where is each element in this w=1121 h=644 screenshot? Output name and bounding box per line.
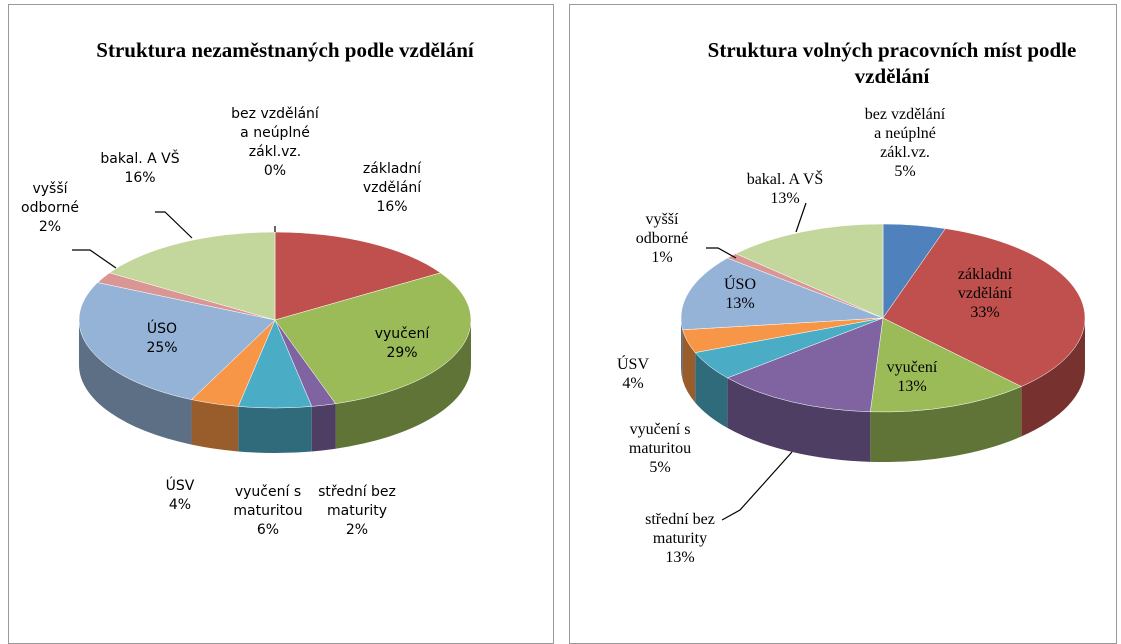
- category-label: ÚSV: [165, 478, 195, 494]
- category-label: ÚSO: [146, 321, 178, 337]
- leader-line: [795, 202, 807, 233]
- data-label: ÚSO 13%: [715, 275, 765, 313]
- category-label: bez vzdělání a neúplné zákl.vz.: [231, 106, 319, 160]
- value-label: 25%: [146, 340, 178, 356]
- category-label: bakal. A VŠ: [100, 151, 180, 167]
- data-label: střední bez maturity 2%: [317, 483, 397, 540]
- value-label: 5%: [894, 163, 916, 180]
- value-label: 13%: [897, 378, 927, 395]
- category-label: základní vzdělání: [957, 266, 1013, 302]
- data-label: základní vzdělání 33%: [940, 265, 1030, 322]
- category-label: vyučení: [374, 326, 430, 342]
- data-label: bez vzdělání a neúplné zákl.vz. 5%: [860, 105, 950, 181]
- category-label: základní vzdělání: [362, 161, 422, 196]
- data-label: vyučení 13%: [872, 358, 952, 396]
- pie-slice: [274, 272, 472, 404]
- category-label: ÚSO: [723, 276, 756, 293]
- pie-slice-side: [1021, 318, 1085, 437]
- pie-slice-side: [191, 399, 239, 452]
- value-label: 2%: [345, 522, 369, 538]
- category-label: bakal. A VŠ: [746, 171, 824, 188]
- value-label: 1%: [651, 249, 673, 266]
- pie-slice-side: [311, 403, 336, 452]
- value-label: 13%: [665, 549, 695, 566]
- data-label: ÚSO 25%: [137, 320, 187, 358]
- category-label: ÚSV: [616, 356, 649, 373]
- value-label: 33%: [970, 304, 1000, 321]
- value-label: 16%: [376, 199, 408, 215]
- category-label: vyučení: [886, 359, 938, 376]
- pie-slice-side: [681, 318, 683, 380]
- category-label: vyučení s maturitou: [628, 421, 692, 457]
- data-label: bakal. A VŠ 16%: [100, 150, 180, 188]
- pie-slice: [735, 223, 884, 319]
- leader-line: [72, 249, 117, 269]
- value-label: 5%: [649, 459, 671, 476]
- value-label: 4%: [622, 375, 644, 392]
- pie-slice-side: [238, 406, 312, 454]
- pie-slice: [870, 317, 1022, 413]
- pie-slice: [274, 231, 442, 321]
- leader-line: [706, 247, 737, 259]
- charts: [72, 202, 1086, 521]
- value-label: 4%: [168, 497, 192, 513]
- leader-line: [155, 211, 193, 239]
- data-label: vyučení s maturitou 5%: [605, 420, 715, 477]
- pie-slice-side: [695, 352, 728, 428]
- data-label: základní vzdělání 16%: [347, 160, 437, 217]
- pie-slice-side: [870, 386, 1022, 462]
- value-label: 13%: [725, 295, 755, 312]
- chart-title: Struktura nezaměstnaných podle vzdělání: [96, 38, 474, 62]
- data-label: ÚSV 4%: [608, 355, 658, 393]
- data-label: vyšší odborné 1%: [622, 210, 702, 267]
- category-label: vyučení s maturitou: [233, 484, 303, 519]
- category-label: střední bez maturity: [645, 511, 715, 547]
- pie-slice: [108, 231, 276, 321]
- data-label: ÚSV 4%: [155, 477, 205, 515]
- category-label: bez vzdělání a neúplné zákl.vz.: [864, 106, 946, 161]
- pie-slice: [726, 317, 884, 413]
- category-label: vyšší odborné: [21, 181, 79, 216]
- pie-slice-side: [335, 320, 471, 449]
- pie-slice: [882, 228, 1086, 387]
- leader-line: [721, 451, 793, 521]
- category-label: vyšší odborné: [635, 211, 689, 247]
- data-label: bez vzdělání a neúplné zákl.vz. 0%: [228, 105, 323, 181]
- pie-slice: [78, 282, 276, 400]
- value-label: 13%: [770, 190, 800, 207]
- value-label: 29%: [386, 345, 418, 361]
- value-label: 0%: [263, 163, 287, 179]
- category-label: střední bez maturity: [318, 484, 396, 519]
- pie-slice-side: [682, 329, 696, 403]
- page: Struktura nezaměstnaných podle vzdělání …: [8, 4, 1117, 644]
- value-label: 2%: [38, 219, 62, 235]
- pie-slice-side: [727, 377, 871, 462]
- pie-slice-side: [78, 320, 192, 445]
- data-label: vyučení 29%: [362, 325, 442, 363]
- data-label: vyučení s maturitou 6%: [223, 483, 313, 540]
- pie-slice: [680, 257, 884, 331]
- data-label: střední bez maturity 13%: [620, 510, 740, 567]
- chart-title: Struktura volných pracovních míst podle …: [707, 38, 1077, 88]
- value-label: 6%: [256, 522, 280, 538]
- data-label: vyšší odborné 2%: [10, 180, 90, 237]
- data-label: bakal. A VŠ 13%: [745, 170, 825, 208]
- value-label: 16%: [124, 170, 156, 186]
